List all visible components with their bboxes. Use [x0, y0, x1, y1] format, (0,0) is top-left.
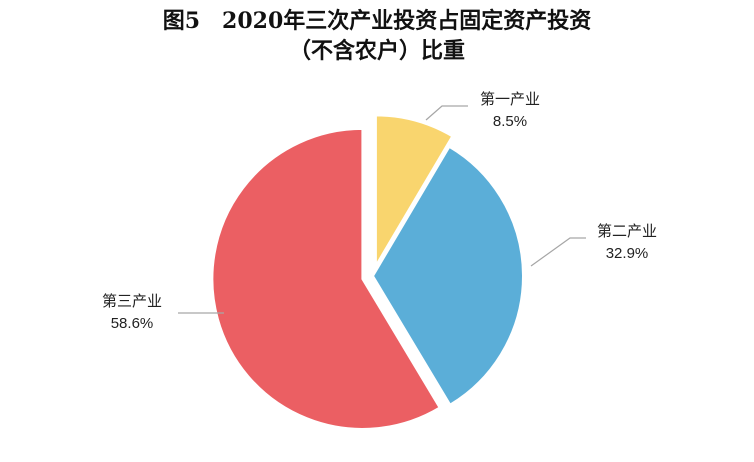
pie-slice-3 — [211, 127, 441, 430]
chart-title: 图5 2020年三次产业投资占固定资产投资 （不含农户）比重 — [0, 6, 754, 66]
slice-value-label-1: 8.5% — [493, 113, 527, 130]
slice-value-label-3: 58.6% — [111, 315, 154, 332]
leader-line-1 — [425, 105, 468, 121]
slice-label-3: 第三产业 — [102, 292, 162, 310]
slice-value-label-2: 32.9% — [606, 245, 649, 262]
chart-title-line2: （不含农户）比重 — [288, 38, 465, 64]
slice-label-1: 第一产业 — [480, 90, 540, 108]
pie-slice-2 — [371, 145, 524, 407]
pie-slice-1 — [374, 114, 454, 270]
leader-line-2 — [530, 237, 586, 267]
slice-label-2: 第二产业 — [597, 222, 657, 240]
chart-title-line1: 图5 2020年三次产业投资占固定资产投资 — [162, 8, 592, 34]
